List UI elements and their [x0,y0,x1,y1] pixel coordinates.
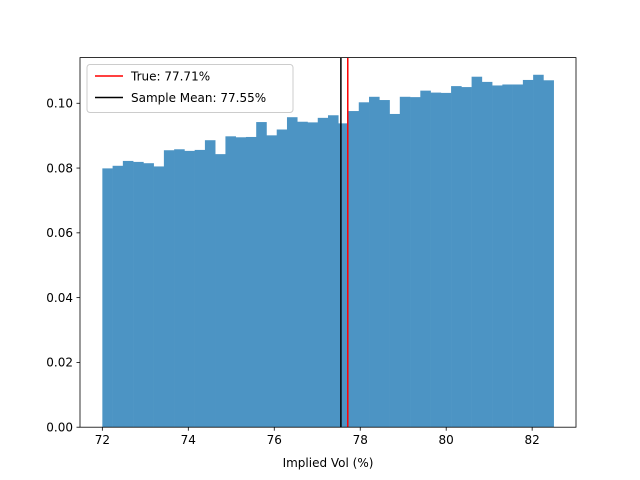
histogram-bar [317,117,329,428]
histogram-bar [533,74,544,428]
x-axis-ticks: 72 74 76 78 80 82 [95,427,540,447]
histogram-bar [430,92,442,428]
histogram-bar [451,86,462,428]
histogram-bar [328,115,339,428]
histogram-bar [143,163,154,428]
histogram-bar [440,92,452,428]
histogram-bar [215,154,226,428]
y-tick-label: 0.04 [46,291,73,305]
histogram-bar [225,136,236,428]
histogram-bar [297,121,308,428]
y-tick-label: 0.02 [46,356,73,370]
x-tick-label: 76 [267,433,282,447]
histogram-bar [266,135,278,428]
histogram-bar [471,76,483,428]
reference-lines [340,57,349,428]
histogram-bar [174,149,185,428]
histogram-bar [410,97,421,428]
x-axis-label: Implied Vol (%) [283,456,374,470]
histogram-bars [102,74,554,428]
histogram-bar [492,85,503,428]
histogram-bar [481,81,493,428]
x-tick-label: 72 [95,433,110,447]
y-tick-label: 0.10 [46,96,73,110]
histogram-bar [194,149,206,428]
histogram-bar [358,102,370,428]
x-tick-label: 82 [525,433,540,447]
legend-box [86,64,294,113]
histogram-bar [163,150,175,428]
histogram-bar [543,80,554,428]
y-tick-label: 0.06 [46,226,73,240]
histogram-bar [348,111,360,428]
histogram-bar [276,129,288,428]
histogram-bar [184,150,195,428]
histogram-bar [153,166,165,428]
histogram-bar [522,79,534,428]
histogram-bar [256,122,267,428]
histogram-bar [112,165,124,428]
histogram-bar [420,90,431,428]
histogram-bar [204,140,216,428]
y-axis-ticks: 0.00 0.02 0.04 0.06 0.08 0.10 [46,96,80,434]
y-tick-label: 0.00 [46,420,73,434]
histogram-bar [307,122,319,428]
x-tick-label: 80 [439,433,454,447]
y-tick-label: 0.08 [46,161,73,175]
histogram-bar [389,113,401,428]
histogram-bar [399,96,411,428]
histogram-bar [379,100,390,428]
x-tick-label: 78 [353,433,368,447]
legend-label-true: True: 77.71% [130,70,210,84]
histogram-bar [369,96,380,428]
histogram-bar [102,168,113,428]
legend-label-sample-mean: Sample Mean: 77.55% [131,91,266,105]
x-tick-label: 74 [181,433,196,447]
legend: True: 77.71% Sample Mean: 77.55% [86,64,294,113]
histogram-bar [461,87,472,428]
histogram-bar [235,137,247,428]
histogram-bar [502,84,513,428]
histogram-bar [512,84,524,428]
histogram-bar [133,161,144,428]
histogram-bar [286,117,298,428]
histogram-bar [338,123,349,428]
histogram-bar [245,136,257,428]
histogram-bar [122,160,134,428]
plot-frame [79,57,577,428]
